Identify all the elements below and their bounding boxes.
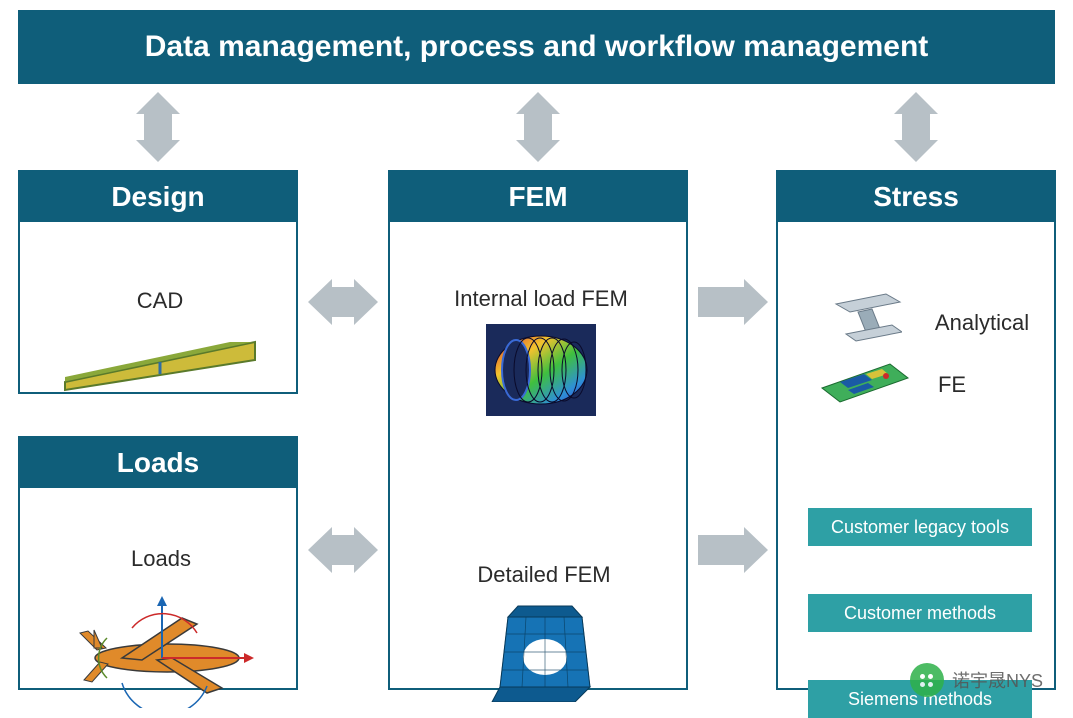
circuit-board-icon [818, 354, 910, 406]
loads-body: Loads [20, 488, 296, 692]
stress-title: Stress [873, 181, 959, 213]
customer-methods-pill: Customer methods [808, 594, 1032, 632]
main-banner: Data management, process and workflow ma… [18, 10, 1055, 84]
wing-icon [60, 332, 260, 392]
customer-legacy-tools-pill: Customer legacy tools [808, 508, 1032, 546]
loads-label: Loads [116, 546, 206, 572]
design-title: Design [111, 181, 204, 213]
wechat-icon [910, 663, 944, 697]
loads-header: Loads [20, 438, 296, 488]
ibeam-icon [830, 292, 902, 342]
fem-box: FEM Internal load FEM Detailed FEM [388, 170, 688, 690]
stress-box: Stress Analytical FE Customer legacy too… [776, 170, 1056, 690]
watermark-text: 诺宇晟NYS [952, 667, 1043, 693]
internal-load-fem-label: Internal load FEM [436, 286, 646, 312]
fem-title: FEM [508, 181, 567, 213]
airplane-icon [62, 588, 262, 708]
bracket-fem-icon [490, 602, 600, 702]
fem-body: Internal load FEM Detailed FEM [390, 222, 686, 692]
wechat-watermark: 诺宇晟NYS [910, 663, 1043, 697]
stress-header: Stress [778, 172, 1054, 222]
loads-box: Loads Loads [18, 436, 298, 690]
design-header: Design [20, 172, 296, 222]
fe-label: FE [922, 372, 982, 398]
design-box: Design CAD [18, 170, 298, 394]
design-body: CAD [20, 222, 296, 396]
fem-header: FEM [390, 172, 686, 222]
cylinder-fem-icon [486, 324, 596, 416]
cad-label: CAD [120, 288, 200, 314]
main-banner-text: Data management, process and workflow ma… [145, 30, 929, 64]
detailed-fem-label: Detailed FEM [464, 562, 624, 588]
loads-title: Loads [117, 447, 199, 479]
stress-body: Analytical FE Customer legacy tools Cust… [778, 222, 1054, 692]
analytical-label: Analytical [922, 310, 1042, 336]
